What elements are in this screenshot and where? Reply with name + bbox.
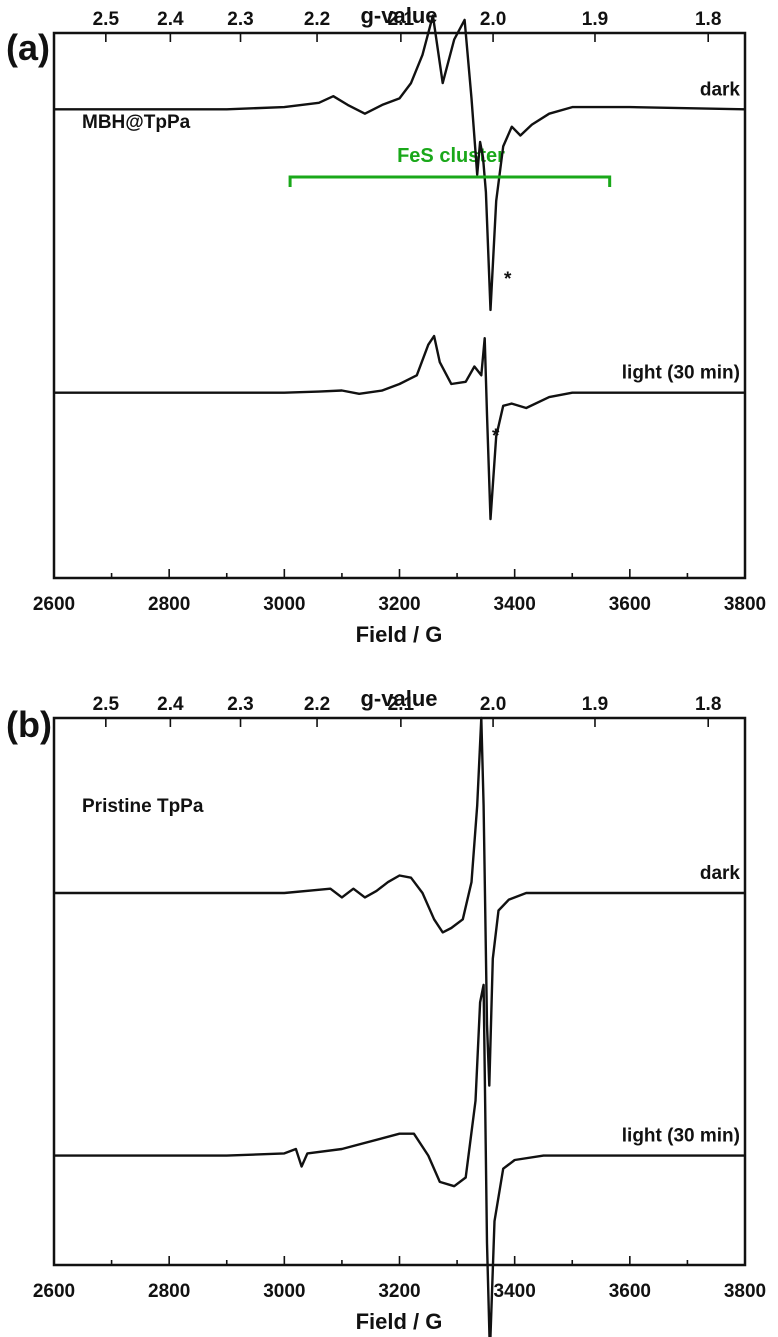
x-tick-label: 3000 [263, 1281, 305, 1302]
spectrum-trace [54, 334, 745, 521]
x-tick-label: 3800 [724, 1281, 766, 1302]
x-tick-label: 3600 [609, 594, 651, 615]
g-tick-label: 1.8 [695, 694, 721, 715]
fes-cluster-label: FeS cluster [397, 145, 505, 167]
series-label: dark [700, 863, 741, 884]
spectrum-trace [54, 983, 745, 1337]
g-tick-label: 2.2 [304, 694, 330, 715]
x-tick-label: 3200 [378, 1281, 420, 1302]
x-tick-label: 2600 [33, 594, 75, 615]
panel-letter: (b) [6, 704, 52, 745]
fes-cluster-bracket [288, 175, 612, 187]
g-tick-label: 2.2 [304, 9, 330, 30]
spectrum-trace [54, 716, 745, 1087]
sample-label: MBH@TpPa [82, 112, 191, 133]
spectrum-trace [54, 14, 746, 312]
g-tick-label: 2.3 [227, 694, 253, 715]
x-tick-label: 3600 [609, 1281, 651, 1302]
g-tick-label: 2.1 [388, 694, 415, 715]
x-tick-label: 3400 [494, 594, 536, 615]
x-axis-title: Field / G [356, 1309, 443, 1334]
g-tick-label: 2.1 [388, 9, 415, 30]
sample-label: Pristine TpPa [82, 796, 204, 817]
g-tick-label: 2.0 [480, 9, 506, 30]
x-tick-label: 2800 [148, 594, 190, 615]
g-tick-label: 2.4 [157, 694, 184, 715]
g-tick-label: 1.9 [582, 9, 608, 30]
x-axis-title: Field / G [356, 622, 443, 647]
x-tick-label: 2800 [148, 1281, 190, 1302]
panel-letter: (a) [6, 27, 50, 68]
g-tick-label: 1.8 [695, 9, 721, 30]
x-tick-label: 3000 [263, 594, 305, 615]
x-tick-label: 3800 [724, 594, 766, 615]
g-tick-label: 1.9 [582, 694, 608, 715]
g-tick-label: 2.5 [93, 9, 120, 30]
x-tick-label: 3400 [494, 1281, 536, 1302]
g-tick-label: 2.4 [157, 9, 184, 30]
series-label: dark [700, 79, 741, 100]
panel-b: (b) g-value Field / G Pristine TpPa 2600… [6, 686, 766, 1337]
g-tick-label: 2.0 [480, 694, 506, 715]
asterisk-marker: * [504, 269, 512, 290]
series-label: light (30 min) [622, 363, 740, 384]
x-tick-label: 2600 [33, 1281, 75, 1302]
series-label: light (30 min) [622, 1126, 740, 1147]
top-axis-title: g-value [360, 3, 437, 28]
g-tick-label: 2.5 [93, 694, 120, 715]
panel-a: (a) g-value Field / G MBH@TpPa FeS clust… [6, 3, 766, 647]
top-axis-title: g-value [360, 686, 437, 711]
g-tick-label: 2.3 [227, 9, 253, 30]
x-tick-label: 3200 [378, 594, 420, 615]
